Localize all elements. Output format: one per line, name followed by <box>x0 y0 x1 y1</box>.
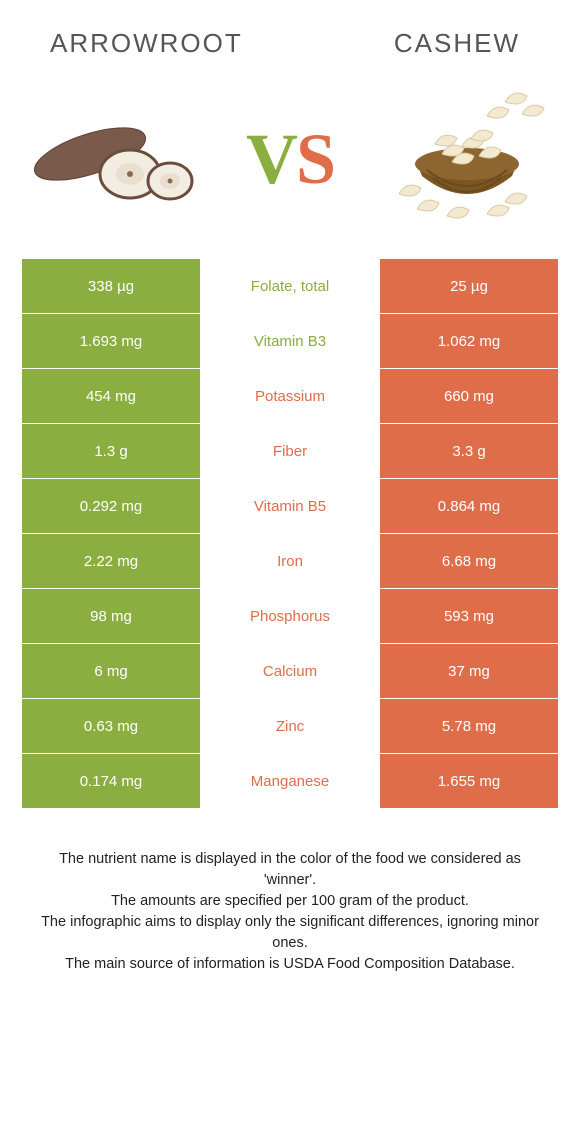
nutrient-label-cell: Phosphorus <box>201 589 380 643</box>
left-value-cell: 2.22 mg <box>22 534 201 588</box>
table-row: 2.22 mgIron6.68 mg <box>22 534 558 589</box>
nutrient-label-cell: Manganese <box>201 754 380 808</box>
table-row: 454 mgPotassium660 mg <box>22 369 558 424</box>
table-row: 1.693 mgVitamin B31.062 mg <box>22 314 558 369</box>
cashew-icon <box>387 84 547 234</box>
right-value-cell: 1.655 mg <box>380 754 558 808</box>
nutrient-table: 338 µgFolate, total25 µg1.693 mgVitamin … <box>0 259 580 809</box>
table-row: 98 mgPhosphorus593 mg <box>22 589 558 644</box>
nutrient-label-cell: Vitamin B3 <box>201 314 380 368</box>
vs-s: S <box>296 119 334 199</box>
left-value-cell: 98 mg <box>22 589 201 643</box>
footer-line-4: The main source of information is USDA F… <box>36 954 544 975</box>
right-value-cell: 660 mg <box>380 369 558 423</box>
nutrient-label-cell: Folate, total <box>201 259 380 313</box>
table-row: 338 µgFolate, total25 µg <box>22 259 558 314</box>
right-value-cell: 25 µg <box>380 259 558 313</box>
left-food-title: ARROWROOT <box>50 28 243 59</box>
footer-line-3: The infographic aims to display only the… <box>36 912 544 954</box>
footer-notes: The nutrient name is displayed in the co… <box>0 809 580 975</box>
right-value-cell: 3.3 g <box>380 424 558 478</box>
right-value-cell: 593 mg <box>380 589 558 643</box>
table-row: 1.3 gFiber3.3 g <box>22 424 558 479</box>
footer-line-1: The nutrient name is displayed in the co… <box>36 849 544 891</box>
left-value-cell: 454 mg <box>22 369 201 423</box>
table-row: 0.292 mgVitamin B50.864 mg <box>22 479 558 534</box>
right-food-title: CASHEW <box>394 28 520 59</box>
table-row: 0.63 mgZinc5.78 mg <box>22 699 558 754</box>
nutrient-label-cell: Vitamin B5 <box>201 479 380 533</box>
table-row: 0.174 mgManganese1.655 mg <box>22 754 558 809</box>
hero-row: VS <box>0 69 580 259</box>
left-value-cell: 0.174 mg <box>22 754 201 808</box>
right-value-cell: 37 mg <box>380 644 558 698</box>
cashew-image <box>385 89 550 229</box>
arrowroot-image <box>30 89 195 229</box>
nutrient-label-cell: Iron <box>201 534 380 588</box>
left-value-cell: 1.3 g <box>22 424 201 478</box>
nutrient-label-cell: Calcium <box>201 644 380 698</box>
right-value-cell: 5.78 mg <box>380 699 558 753</box>
footer-line-2: The amounts are specified per 100 gram o… <box>36 891 544 912</box>
table-row: 6 mgCalcium37 mg <box>22 644 558 699</box>
left-value-cell: 0.63 mg <box>22 699 201 753</box>
nutrient-label-cell: Potassium <box>201 369 380 423</box>
left-value-cell: 338 µg <box>22 259 201 313</box>
header: ARROWROOT CASHEW <box>0 0 580 69</box>
nutrient-label-cell: Zinc <box>201 699 380 753</box>
nutrient-label-cell: Fiber <box>201 424 380 478</box>
vs-label: VS <box>246 118 334 201</box>
left-value-cell: 1.693 mg <box>22 314 201 368</box>
right-value-cell: 0.864 mg <box>380 479 558 533</box>
left-value-cell: 6 mg <box>22 644 201 698</box>
right-value-cell: 6.68 mg <box>380 534 558 588</box>
vs-v: V <box>246 119 296 199</box>
right-value-cell: 1.062 mg <box>380 314 558 368</box>
left-value-cell: 0.292 mg <box>22 479 201 533</box>
arrowroot-icon <box>30 99 195 219</box>
